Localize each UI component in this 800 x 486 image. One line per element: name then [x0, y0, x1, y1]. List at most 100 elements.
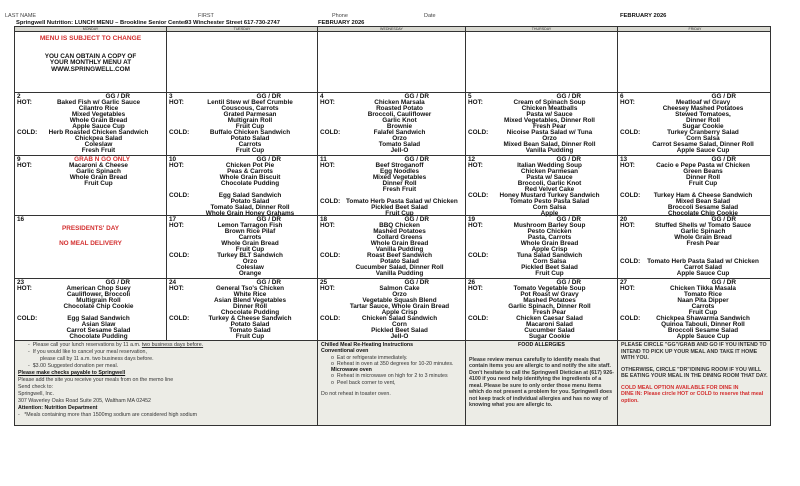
hot-menu-item: Dinner Roll	[320, 180, 463, 187]
hot-menu-item: Chocolate Chip Cookie	[17, 303, 164, 310]
hot-meal-section: HOT: Salmon Cake Orzo Vegetable Squash Blen…	[320, 285, 463, 316]
menu-item-text: Whole Grain Bread	[69, 174, 128, 182]
hot-menu-item: HOT: General Tso's Chicken	[169, 285, 315, 292]
hot-menu-item: Multigrain Roll	[169, 117, 315, 124]
phone-label: Phone	[332, 13, 348, 19]
cold-meal-section: COLD: Nicoise Pasta Salad w/ Tuna Orzo Mixe…	[468, 129, 615, 155]
menu-item-text: Egg Salad Sandwich	[218, 192, 282, 200]
menu-item-text: Tomato Vegetable Soup	[513, 285, 586, 293]
menu-item-text: Dinner Roll	[685, 117, 721, 125]
cold-label: COLD:	[468, 315, 489, 323]
cold-menu-item: Chocolate Chip Cookie	[620, 211, 770, 217]
hot-menu-item: Fruit Cup	[620, 180, 770, 188]
day-number: 27	[620, 279, 628, 286]
hot-meal-section: HOT: Cream of Spinach Soup Chicken Meatbal…	[468, 99, 615, 130]
menu-item-text: Tomato Pesto Pasta Salad	[509, 198, 590, 206]
menu-item-text: Potato Salad	[230, 198, 270, 206]
menu-item-text: Broccoli Sesame Salad	[667, 327, 739, 335]
label-spacer	[320, 271, 346, 277]
menu-item-text: Chicken Parmesan	[520, 168, 579, 176]
allergies-title: FOOD ALLERGIES	[518, 342, 565, 348]
day-cell-top: 17 GG / DR	[169, 216, 315, 223]
hot-menu-item: HOT: Chicken Pot Pie	[169, 162, 315, 169]
cold-menu-item: Chocolate Pudding	[17, 334, 164, 340]
cold-meal-section: COLD: Herb Roasted Chicken Sandwich Chickp…	[17, 130, 164, 155]
menu-item-text: Lemon Tarragon Fish	[217, 222, 283, 230]
cold-label: COLD:	[169, 129, 190, 137]
cold-menu-item: Corn	[320, 322, 463, 328]
hot-menu-item: Cilantro Rice	[17, 105, 164, 112]
hot-menu-item: Tartar Sauce, Whole Grain Bread	[320, 303, 463, 310]
day-number: 16	[17, 216, 25, 223]
cold-meal-section: COLD: Chicken Salad Sandwich Corn Pickled B…	[320, 315, 463, 341]
hot-menu-item: Naan Pita Dipper	[620, 297, 770, 304]
menu-item-text: Pesto Chicken	[527, 228, 572, 236]
hot-menu-item: Pasta w/ Sauce	[468, 111, 615, 118]
hot-meal-section: HOT: Beef Stroganoff Egg Noodles Mixed Vege…	[320, 162, 463, 193]
day-cell-23: 23 GG / DR HOT: American Chop Suey Cauliflow…	[15, 279, 167, 342]
hot-menu-item: Pot Roast w/ Gravy	[468, 291, 615, 298]
menu-item-text: Whole Grain Bread	[370, 240, 429, 248]
day-cell-top: 23 GG / DR	[17, 279, 164, 286]
menu-item-text: Whole Grain Bread	[69, 117, 128, 125]
hot-menu-item: Fruit Cup	[17, 180, 164, 187]
cold-label: COLD:	[169, 192, 190, 200]
day-cell-top: 2 GG / DR	[17, 93, 164, 100]
day-cell-top: 26 GG / DR	[468, 279, 615, 286]
cold-menu-item: Tomato Salad, Dinner Roll	[169, 205, 315, 211]
menu-item-text: Orzo	[392, 291, 407, 299]
menu-item-text: Broccoli, Garlic Knot	[517, 180, 582, 188]
cold-label: COLD:	[320, 315, 341, 323]
day-number: 2	[17, 93, 21, 100]
menu-item-text: Roasted Potato	[376, 105, 423, 113]
menu-item-text: Garlic Spinach	[680, 228, 726, 236]
cold-meal-section: COLD: Buffalo Chicken Sandwich Potato Sala…	[169, 129, 315, 155]
sodium-note: *Meals containing more than 1500mg sodiu…	[24, 412, 198, 418]
cold-option-instructions: DINE IN: Please circle HOT or COLD to re…	[621, 391, 764, 404]
menu-item-text: Peas & Carrots	[227, 168, 273, 176]
hot-menu-item: Cauliflower, Broccoli	[17, 291, 164, 298]
day-number: 11	[320, 156, 327, 163]
info-line: Please call your lunch reservations by 1…	[32, 342, 141, 348]
hot-menu-item: Vanilla Pudding	[320, 247, 463, 253]
menu-item-text: Fresh Pear	[686, 240, 720, 248]
menu-item-text: Chocolate Pudding	[220, 180, 280, 188]
hot-label: HOT:	[320, 285, 335, 293]
hot-meal-section: HOT: Cacio e Pepe Pasta w/ Chicken Green B…	[620, 162, 770, 188]
day-cell-top: 16	[17, 216, 164, 223]
hot-menu-item: Pasta, Carrots	[468, 234, 615, 241]
menu-item-text: Tomato Herb Pasta Salad w/ Chicken	[346, 198, 458, 206]
day-number: 24	[169, 279, 177, 286]
menu-item-text: Orzo	[542, 135, 557, 143]
cold-menu-item: Fresh Fruit	[17, 148, 164, 154]
first-name-label: FIRST	[198, 13, 214, 19]
label-spacer	[169, 334, 195, 340]
cold-meal-section: COLD: Turkey & Cheese Sandwich Potato Sala…	[169, 316, 315, 341]
menu-item-text: Garlic Knot	[382, 117, 417, 125]
menu-item-text: Pickled Beet Salad	[371, 327, 428, 335]
hot-label: HOT:	[320, 99, 335, 107]
hot-menu-item: HOT: Mushroom Barley Soup	[468, 222, 615, 229]
menu-item-text: Fruit Cup	[235, 246, 265, 254]
menu-item-text: Quinoa Tabouli, Dinner Roll	[661, 321, 745, 329]
dr-instructions: OTHERWISE, CIRCLE "DR"/DINING ROOM IF YO…	[621, 366, 768, 380]
gg-dr-circle-option: GG / DR	[256, 156, 282, 163]
hot-menu-item: Orzo	[320, 291, 463, 299]
hot-menu-item: Whole Grain Biscuit	[169, 174, 315, 182]
day-header-row: MONDAY TUESDAY WEDNESDAY THURSDAY FRIDAY	[15, 27, 770, 32]
day-cell-26: 26 GG / DR HOT: Tomato Vegetable Soup Pot Ro…	[466, 279, 618, 342]
menu-item-text: Broccoli, Cauliflower	[367, 111, 432, 119]
cold-label: COLD:	[620, 258, 641, 266]
menu-item-text: Stuffed Shells w/ Tomato Sauce	[654, 222, 752, 230]
cold-label: COLD:	[468, 129, 489, 137]
menu-item-text: Carrot Sesame Salad, Dinner Roll	[652, 141, 754, 149]
cold-menu-item: Fruit Cup	[468, 271, 615, 277]
menu-item-text: Chickpea Salad	[74, 135, 123, 143]
mailing-address: 307 Waverley Oaks Road Suite 205, Waltha…	[18, 398, 151, 404]
day-number: 3	[169, 93, 173, 100]
menu-item-text: Fruit Cup	[688, 180, 718, 188]
hot-meal-section: HOT: Italian Wedding Soup Chicken Parmesan…	[468, 162, 615, 193]
menu-item-text: Whole Grain Biscuit	[219, 174, 281, 182]
menu-item-text: Mixed Bean Salad, Dinner Roll	[503, 141, 596, 149]
cold-menu-item: Sugar Cookie	[468, 334, 615, 340]
